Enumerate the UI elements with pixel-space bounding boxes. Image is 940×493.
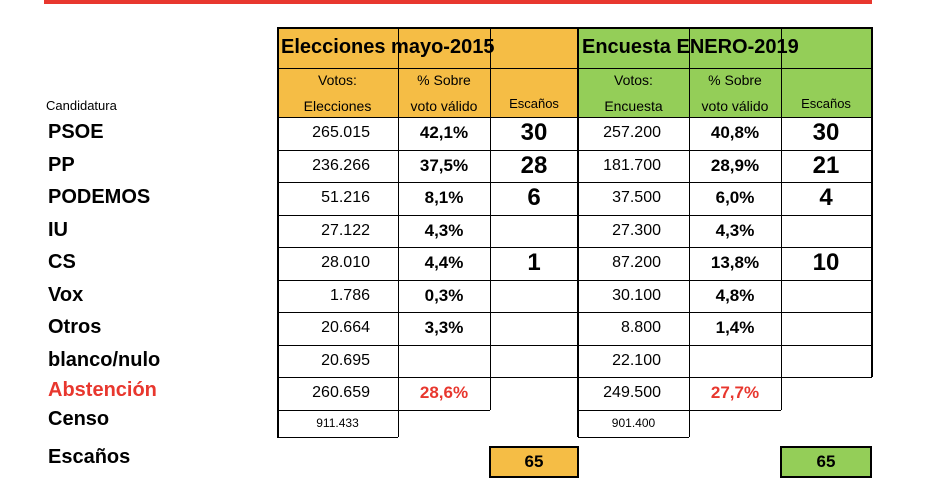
cell-s19 [781, 312, 871, 345]
header-top-border [277, 27, 872, 29]
cell-s15 [490, 280, 578, 313]
row-label: PSOE [48, 121, 104, 143]
row-label: CS [48, 251, 76, 273]
grid-line [277, 27, 279, 437]
grid-line [781, 27, 782, 410]
group-1-subheader-1: Votos: Elecciones [277, 68, 398, 117]
cell-s15: 1 [527, 249, 541, 277]
abstencion-p15: 28,6% [419, 383, 469, 403]
row-label: PODEMOS [48, 186, 151, 208]
cell-v15: 1.786 [329, 286, 370, 304]
cell-v19: 37.500 [612, 189, 661, 207]
cell-p19: 40,8% [710, 123, 760, 143]
grid-line [277, 247, 872, 248]
cell-p15: 3,3% [424, 318, 464, 338]
cell-s19: 21 [812, 151, 840, 179]
cell-s19 [781, 215, 871, 248]
cell-v15: 28.010 [321, 254, 370, 272]
cell-p15: 4,3% [424, 220, 464, 240]
grid-line [277, 117, 872, 118]
grid-line [277, 68, 872, 69]
cell-p15: 8,1% [424, 188, 464, 208]
group-title-1: Elecciones mayo-2015 [277, 27, 578, 68]
escanos-total-2015: 65 [489, 446, 579, 478]
cell-v19: 30.100 [612, 286, 661, 304]
cell-p19: 6,0% [715, 188, 755, 208]
grid-line [277, 409, 490, 411]
cell-v19: 181.700 [603, 156, 661, 174]
cell-v15: 27.122 [321, 221, 370, 239]
escanos-total-2019: 65 [780, 446, 872, 478]
cell-s19 [781, 280, 871, 313]
group-2-subheader-3: Escaños [781, 68, 871, 117]
group-2-subheader-2: % Sobre voto válido [689, 68, 781, 117]
grid-line [277, 149, 872, 151]
cell-v19: 22.100 [612, 351, 661, 369]
top-accent-bar [44, 0, 872, 4]
grid-line [578, 437, 689, 438]
abstencion-v15: 260.659 [312, 384, 370, 402]
group-title-2: Encuesta ENERO-2019 [578, 27, 871, 68]
cell-s15: 30 [520, 119, 548, 147]
cell-v15: 265.015 [312, 124, 370, 142]
cell-p19: 4,8% [715, 285, 755, 305]
grid-line [277, 279, 872, 281]
cell-p19: 1,4% [715, 318, 755, 338]
grid-line [277, 182, 872, 183]
abstencion-v19: 249.500 [603, 384, 661, 402]
cell-v15: 20.695 [321, 351, 370, 369]
cell-v15: 51.216 [321, 189, 370, 207]
cell-s19: 4 [819, 184, 833, 212]
cell-p15: 37,5% [419, 155, 469, 175]
abstencion-p19: 27,7% [710, 383, 760, 403]
grid-line [277, 214, 872, 216]
row-label: blanco/nulo [48, 348, 161, 371]
cell-s19: 30 [812, 119, 840, 147]
group-1-subheader-2: % Sobre voto válido [398, 68, 490, 117]
abstencion-label: Abstención [48, 379, 157, 401]
grid-line [277, 437, 398, 438]
grid-line [277, 312, 872, 313]
cell-v19: 8.800 [620, 319, 661, 337]
escanos-label: Escaños [48, 446, 131, 468]
cell-p15: 42,1% [419, 123, 469, 143]
censo-v15: 911.433 [316, 416, 359, 431]
cell-v15: 20.664 [321, 319, 370, 337]
cell-v15: 236.266 [312, 156, 370, 174]
cell-p15: 4,4% [424, 253, 464, 273]
cell-s15: 28 [520, 151, 548, 179]
cell-s15 [490, 345, 578, 378]
cell-s19 [781, 345, 871, 378]
grid-line [689, 27, 690, 437]
cell-s15 [490, 215, 578, 248]
grid-line [871, 27, 873, 377]
cell-s19: 10 [812, 249, 840, 277]
cell-v19: 87.200 [612, 254, 661, 272]
row-label: Otros [48, 316, 102, 338]
cell-v19: 27.300 [612, 221, 661, 239]
grid-line [490, 27, 491, 410]
group-1-subheader-3: Escaños [490, 68, 578, 117]
cell-p19: 28,9% [710, 155, 760, 175]
censo-label: Censo [48, 407, 110, 430]
grid-line [398, 27, 399, 437]
cell-s15: 6 [527, 184, 541, 212]
cell-p19: 13,8% [710, 253, 760, 273]
cell-v19: 257.200 [603, 124, 661, 142]
cell-p19: 4,3% [715, 220, 755, 240]
cell-p19 [689, 345, 781, 378]
row-label: Vox [48, 283, 84, 306]
censo-v19: 901.400 [611, 416, 656, 431]
row-label: PP [48, 153, 75, 176]
candidatura-label: Candidatura [46, 98, 117, 113]
grid-line [578, 409, 781, 411]
cell-p15 [398, 345, 490, 378]
row-label: IU [48, 218, 68, 241]
grid-line [577, 27, 579, 437]
group-2-subheader-1: Votos: Encuesta [578, 68, 689, 117]
grid-line [277, 377, 872, 378]
cell-s15 [490, 312, 578, 345]
grid-line [277, 344, 872, 346]
cell-p15: 0,3% [424, 285, 464, 305]
